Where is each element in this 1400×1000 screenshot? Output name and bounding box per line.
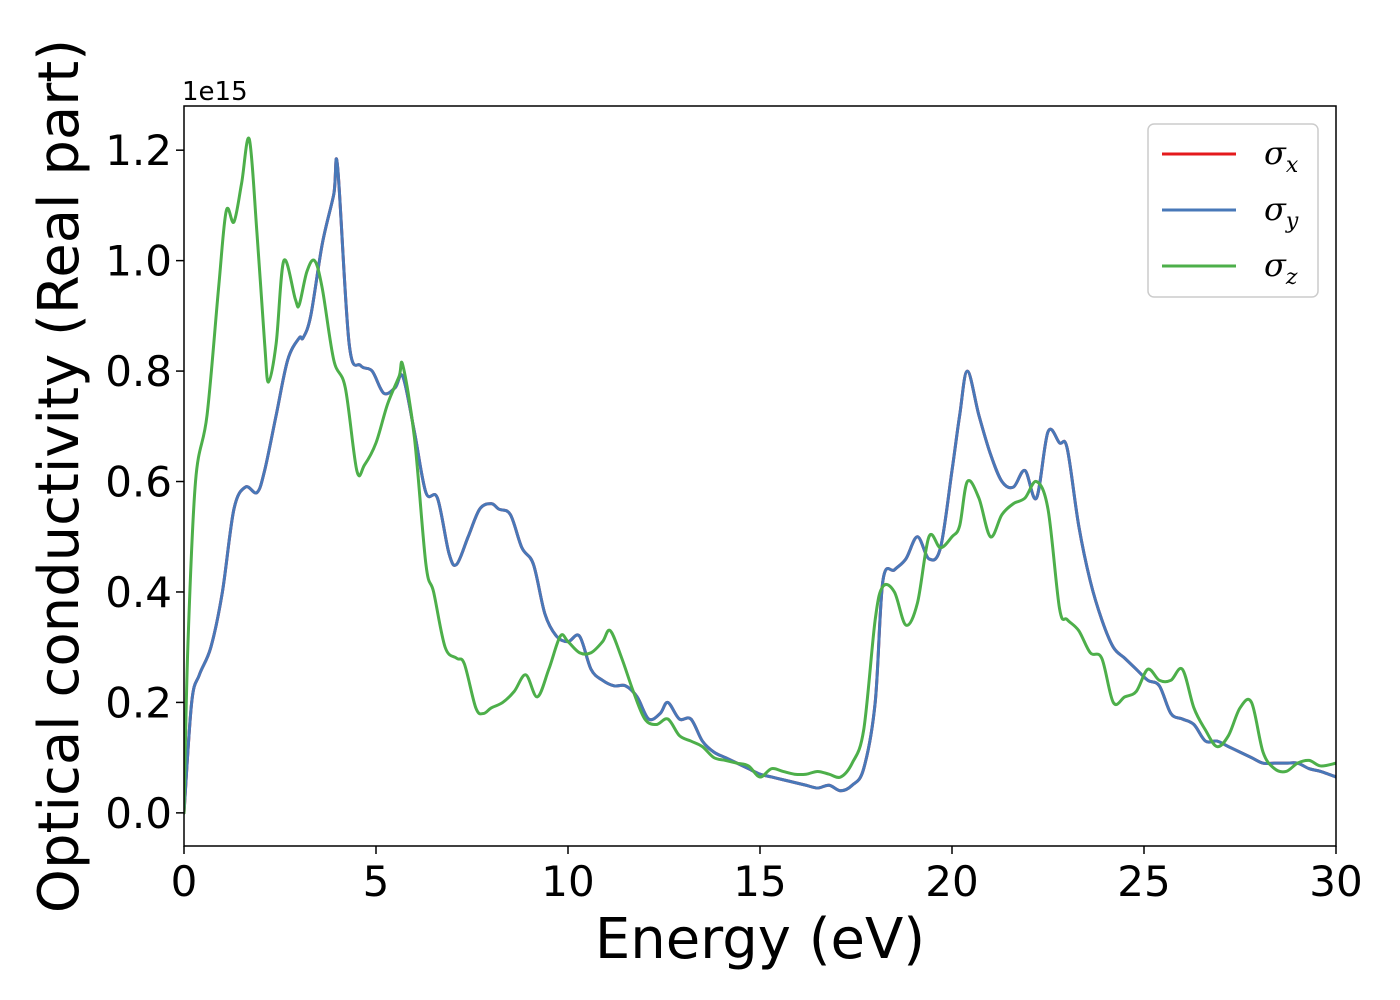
y-tick-label: 0.2	[105, 678, 172, 727]
y-tick-label: 0.0	[105, 789, 172, 838]
legend-label-sigma-z: σz	[1264, 246, 1298, 290]
x-axis: 0 5 10 15 20 25 30	[171, 846, 1363, 906]
plot-area	[184, 136, 1336, 815]
y-tick-label: 1.0	[105, 237, 172, 286]
y-tick-label: 0.6	[105, 458, 172, 507]
x-tick-label: 25	[1117, 857, 1170, 906]
legend-label-sigma-x: σx	[1264, 134, 1299, 178]
y-tick-label: 1.2	[105, 126, 172, 175]
y-tick-label: 0.4	[105, 568, 172, 617]
y-axis: 0.0 0.2 0.4 0.6 0.8 1.0 1.2	[105, 126, 184, 838]
x-tick-label: 30	[1309, 857, 1362, 906]
legend: σx σy σz	[1147, 123, 1319, 298]
x-axis-title: Energy (eV)	[595, 907, 925, 972]
y-tick-label: 0.8	[105, 347, 172, 396]
x-tick-label: 0	[171, 857, 198, 906]
x-tick-label: 15	[733, 857, 786, 906]
series-line-sigma-z	[184, 136, 1336, 815]
x-tick-label: 5	[363, 857, 390, 906]
legend-label-sigma-y: σy	[1264, 190, 1299, 234]
x-tick-label: 10	[541, 857, 594, 906]
y-axis-title: Optical conductivity (Real part)	[27, 39, 92, 913]
y-offset-label: 1e15	[182, 77, 248, 107]
x-tick-label: 20	[925, 857, 978, 906]
